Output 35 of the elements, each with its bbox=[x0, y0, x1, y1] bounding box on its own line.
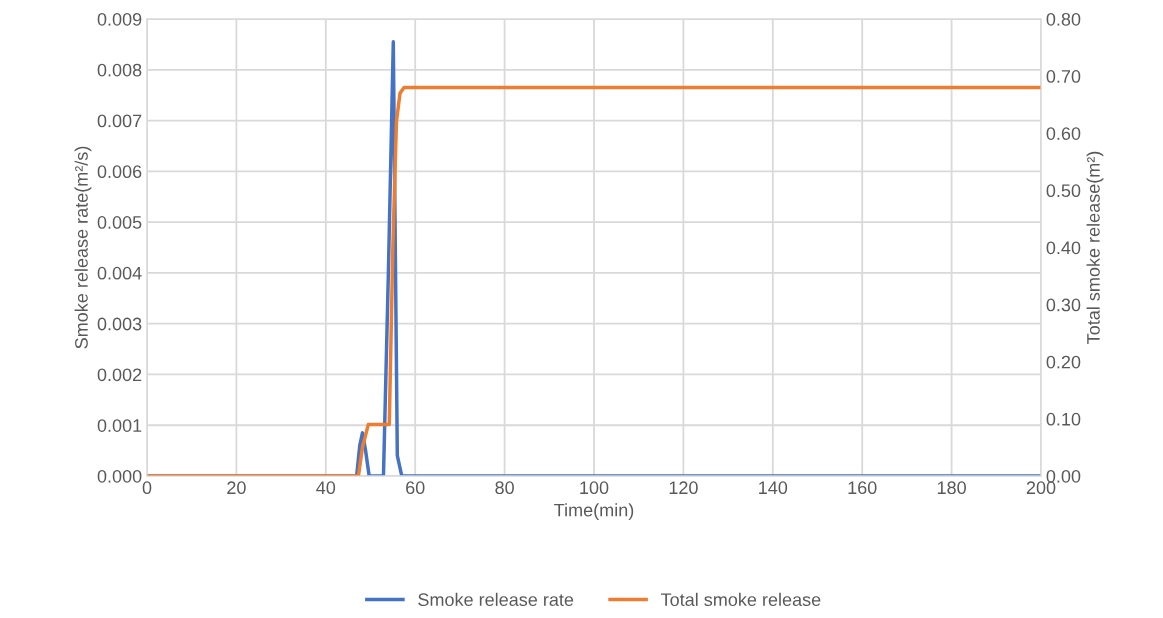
x-tick-label: 40 bbox=[316, 481, 336, 495]
y-axis-title: Smoke release rate(m²/s) bbox=[74, 146, 92, 349]
x-tick-label: 140 bbox=[759, 481, 788, 495]
y2-tick-label: 0.80 bbox=[1046, 12, 1081, 26]
y2-tick-label: 0.60 bbox=[1046, 127, 1081, 140]
x-tick-label: 160 bbox=[848, 481, 877, 495]
y-tick-label: 0.008 bbox=[97, 63, 142, 77]
y-tick-label: 0.000 bbox=[97, 469, 142, 483]
y-tick-label: 0.002 bbox=[97, 368, 142, 382]
x-tick-label: 60 bbox=[406, 481, 425, 495]
y-tick-label: 0.007 bbox=[97, 114, 142, 128]
y2-axis-title: Total smoke release(m²) bbox=[1086, 151, 1104, 344]
legend-label: Smoke release rate bbox=[418, 592, 574, 607]
x-tick-label: 120 bbox=[669, 481, 698, 495]
x-tick-label: 100 bbox=[580, 481, 609, 495]
y2-tick-label: 0.70 bbox=[1046, 70, 1081, 83]
x-tick-label: 80 bbox=[495, 481, 514, 495]
y2-tick-label: 0.50 bbox=[1046, 184, 1081, 198]
x-tick-label: 180 bbox=[937, 481, 966, 495]
y-tick-label: 0.005 bbox=[97, 216, 142, 229]
y-tick-label: 0.009 bbox=[97, 12, 142, 26]
y-tick-label: 0.006 bbox=[97, 165, 142, 179]
x-tick-label: 200 bbox=[1026, 481, 1056, 495]
y2-tick-label: 0.00 bbox=[1046, 469, 1081, 483]
y-tick-label: 0.003 bbox=[97, 317, 142, 331]
y2-tick-label: 0.30 bbox=[1046, 298, 1081, 312]
y-tick-label: 0.001 bbox=[97, 419, 142, 432]
y2-tick-label: 0.20 bbox=[1046, 355, 1081, 369]
y-tick-label: 0.004 bbox=[97, 266, 142, 280]
x-tick-label: 20 bbox=[227, 481, 246, 495]
y2-tick-label: 0.40 bbox=[1046, 241, 1081, 255]
x-tick-label: 0 bbox=[142, 481, 152, 495]
y2-tick-label: 0.10 bbox=[1046, 412, 1081, 426]
legend-label: Total smoke release bbox=[661, 592, 821, 607]
x-axis-title: Time(min) bbox=[554, 503, 634, 521]
